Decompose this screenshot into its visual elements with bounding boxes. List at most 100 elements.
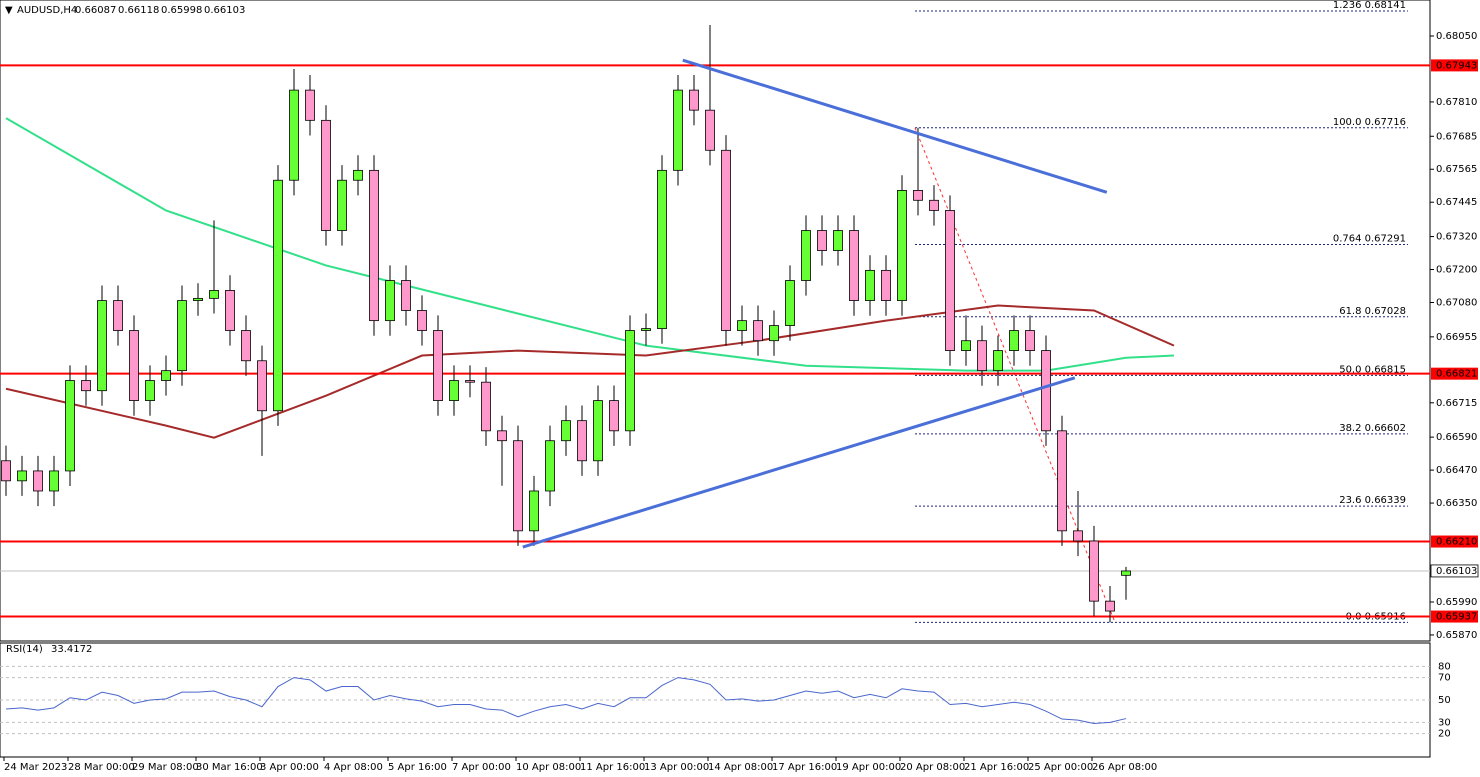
rsi-tick-label: 30 [1438, 717, 1451, 728]
candle-body [241, 330, 251, 362]
y-tick-label: 0.65870 [1436, 630, 1477, 641]
y-tick-label: 0.67320 [1436, 232, 1477, 243]
moving-average [5, 304, 1175, 439]
candle-body [513, 440, 523, 532]
candle-body [977, 340, 987, 372]
current-price-label: 0.66103 [1436, 566, 1477, 577]
y-tick-label: 0.66590 [1436, 432, 1477, 443]
candle-body [961, 340, 971, 351]
candle-body [193, 297, 203, 301]
candle-body [1, 460, 11, 482]
x-tick-label: 28 Mar 00:00 [68, 762, 135, 773]
fib-label: 38.2 0.66602 [1339, 423, 1406, 434]
level-label: 0.66821 [1436, 369, 1477, 380]
candle-body [737, 320, 747, 331]
candle-body [673, 89, 683, 171]
y-tick-label: 0.67080 [1436, 298, 1477, 309]
candle-body [625, 330, 635, 432]
trendline [682, 58, 1108, 194]
rsi-tick-label: 80 [1438, 661, 1451, 672]
y-tick-label: 0.65990 [1436, 597, 1477, 608]
candle-body [769, 325, 779, 342]
rsi-line [5, 677, 1127, 725]
x-tick-label: 13 Apr 00:00 [644, 762, 709, 773]
header-high: 0.66118 [118, 5, 159, 16]
y-tick-label: 0.67565 [1436, 164, 1477, 175]
main-panel [0, 0, 1431, 642]
candle-body [545, 440, 555, 492]
y-tick-label: 0.66470 [1436, 465, 1477, 476]
candle-body [305, 89, 315, 121]
fib-label: 1.236 0.68141 [1333, 0, 1406, 11]
candle-body [1057, 430, 1067, 532]
x-tick-label: 26 Apr 08:00 [1092, 762, 1157, 773]
level-label-box [1431, 59, 1478, 72]
candle-body [609, 400, 619, 432]
fib-label: 61.8 0.67028 [1339, 306, 1406, 317]
candle-body [881, 269, 891, 301]
candle-body [113, 300, 123, 331]
fib-label: 50.0 0.66815 [1339, 364, 1406, 375]
fib-label: 100.0 0.67716 [1333, 117, 1406, 128]
rsi-tick-label: 20 [1438, 729, 1451, 740]
x-tick-label: 17 Apr 16:00 [772, 762, 837, 773]
y-tick-label: 0.67445 [1436, 197, 1477, 208]
x-tick-label: 10 Apr 08:00 [516, 762, 581, 773]
candle-body [897, 190, 907, 301]
candle-body [577, 420, 587, 462]
candle-body [993, 350, 1003, 372]
candle-body [417, 310, 427, 331]
candle-body [865, 269, 875, 301]
y-tick-label: 0.67685 [1436, 131, 1477, 142]
candle-body [129, 330, 139, 401]
candle-body [145, 380, 155, 401]
candle-body [561, 420, 571, 442]
candle-body [817, 230, 827, 251]
level-label: 0.67943 [1436, 60, 1477, 71]
fib-label: 23.6 0.66339 [1339, 495, 1406, 506]
candle-body [33, 470, 43, 492]
candle-body [1041, 350, 1051, 432]
candle-body [321, 119, 331, 231]
candle-body [785, 280, 795, 326]
candle-body [833, 230, 843, 251]
candle-body [1025, 330, 1035, 351]
level-label: 0.65937 [1436, 612, 1477, 623]
y-tick-label: 0.67200 [1436, 265, 1477, 276]
candle-body [81, 380, 91, 392]
candle-body [209, 290, 219, 299]
candle-body [225, 290, 235, 331]
x-tick-label: 4 Apr 08:00 [324, 762, 383, 773]
candle-body [97, 300, 107, 392]
rsi-tick-label: 70 [1438, 673, 1451, 684]
header-close: 0.66103 [204, 5, 245, 16]
candle-body [161, 370, 171, 381]
moving-average [5, 117, 1175, 372]
candle-body [1089, 540, 1099, 602]
candle-body [337, 179, 347, 231]
y-tick-label: 0.66715 [1436, 398, 1477, 409]
candle-body [401, 280, 411, 311]
x-tick-label: 24 Mar 2023 [4, 762, 67, 773]
candle-body [17, 470, 27, 482]
candle-body [1009, 330, 1019, 351]
candle-body [945, 210, 955, 351]
candle-body [801, 230, 811, 281]
candle-body [593, 400, 603, 462]
candle-body [929, 199, 939, 211]
x-tick-label: 14 Apr 08:00 [708, 762, 773, 773]
candle-body [1121, 570, 1131, 576]
x-tick-label: 5 Apr 16:00 [388, 762, 447, 773]
y-tick-label: 0.66350 [1436, 498, 1477, 509]
symbol-marker: ▼ [5, 5, 13, 16]
rsi-title: RSI(14) [6, 644, 43, 655]
level-label-box [1431, 367, 1478, 380]
level-label: 0.66210 [1436, 537, 1477, 548]
y-tick-label: 0.68050 [1436, 31, 1477, 42]
x-tick-label: 11 Apr 16:00 [580, 762, 645, 773]
level-label-box [1431, 610, 1478, 623]
x-tick-label: 3 Apr 00:00 [260, 762, 319, 773]
chart-title: AUDUSD,H4 [17, 5, 77, 16]
candle-body [289, 89, 299, 181]
